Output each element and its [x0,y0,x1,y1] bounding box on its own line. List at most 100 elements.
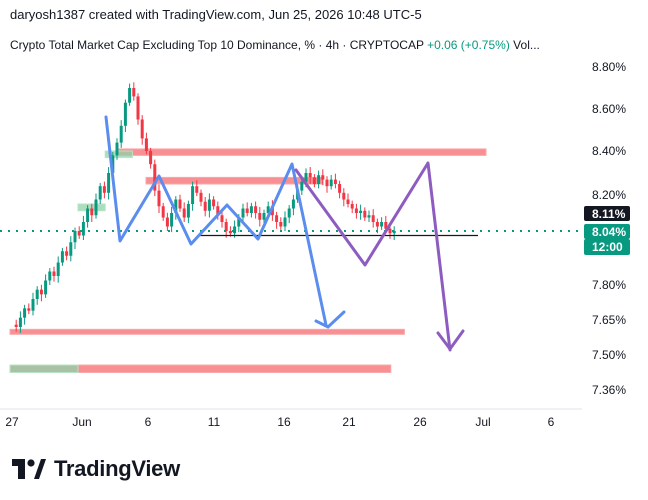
candle-body [207,199,211,211]
price-badge-label: 8.11% [592,207,626,221]
candle-body [212,199,216,207]
candle-body [60,251,64,263]
candle-body [149,151,153,165]
candle-body [94,199,98,216]
candle-body [275,215,279,222]
price-badge-last [584,206,630,221]
candle-body [283,217,287,227]
candle-body [249,206,253,213]
candle-body [300,181,304,191]
candle-body [308,173,312,178]
candle-body [107,173,111,193]
candle-body [333,179,337,184]
purple-arrowhead [436,329,465,352]
y-tick-label: 7.36% [592,383,626,397]
y-tick-label: 8.60% [592,102,626,116]
tradingview-logo: TradingView [12,456,180,482]
candle-body [258,213,262,220]
candle-body [56,262,60,276]
candle-body [178,199,182,209]
blue-projection-path [104,115,328,327]
candle-body [18,317,22,327]
candle-body [77,231,81,236]
candle-body [266,206,270,213]
candle-body [195,186,199,193]
price-badge-countdown [584,239,630,255]
volume-label: Vol... [513,38,540,52]
x-tick-label: 16 [277,415,291,429]
candle-body [241,208,245,218]
candle-body [144,138,148,151]
x-tick-label: 26 [413,415,427,429]
candle-body [73,231,77,243]
candle-body [312,177,316,184]
candle-body [161,206,165,218]
candle-body [342,192,346,200]
y-tick-label: 7.50% [592,348,626,362]
y-tick-label: 7.65% [592,313,626,327]
candle-body [228,231,232,234]
candle-body [321,175,325,180]
candle-body [233,226,237,234]
candle-body [123,102,127,126]
candle-body [279,222,283,227]
candle-body [90,208,94,216]
candle-body [245,208,249,213]
candle-body [69,242,73,256]
candle-body [128,88,132,103]
candle-body [216,206,220,216]
price-badge-current [584,224,630,239]
x-tick-label: 11 [208,415,221,429]
candle-body [52,271,56,276]
symbol-title-bar: Crypto Total Market Cap Excluding Top 10… [10,38,540,52]
candle-body [153,164,157,191]
candle-body [140,119,144,139]
tradingview-mark-icon [12,459,46,479]
candle-body [115,142,119,156]
candle-body [325,179,329,187]
demand-zone [9,364,79,373]
candle-body [23,308,27,318]
candle-body [14,324,18,327]
candle-body [65,251,69,256]
candle-body [254,206,258,213]
demand-zone [104,150,133,159]
candle-body [165,217,169,227]
candle-body [119,125,123,143]
candle-body [287,208,291,218]
candle-body [220,215,224,222]
candle-body [363,210,367,218]
candle-body [132,88,136,97]
candle-body [304,173,308,182]
price-badges: 8.11% 8.04%12:00 [584,206,630,255]
candle-body [81,222,85,236]
candle-body [27,308,31,311]
candle-body [157,190,161,207]
purple-projection-path [294,161,452,352]
y-tick-label: 8.80% [592,60,626,74]
y-tick-label: 8.20% [592,188,626,202]
candle-body [86,208,90,222]
candle-body [384,222,388,229]
candle-body [39,289,43,295]
candle-body [262,213,266,220]
x-tick-label: Jun [72,415,91,429]
candle-body [338,184,342,193]
supply-zone [9,328,405,335]
candle-body [98,186,102,200]
x-tick-label: Jul [475,415,490,429]
candle-body [44,280,48,295]
candle-body [388,228,392,234]
supply-zone [118,148,487,156]
candle-body [31,299,35,311]
candle-body [346,199,350,204]
candle-body [136,96,140,120]
price-badge-label: 8.04% [592,225,626,239]
x-tick-label: 27 [5,415,19,429]
candle-body [102,186,106,193]
levels-layer [0,230,582,237]
symbol-title: Crypto Total Market Cap Excluding Top 10… [10,38,424,52]
projection-arrows [104,115,465,352]
candle-body [203,201,207,211]
